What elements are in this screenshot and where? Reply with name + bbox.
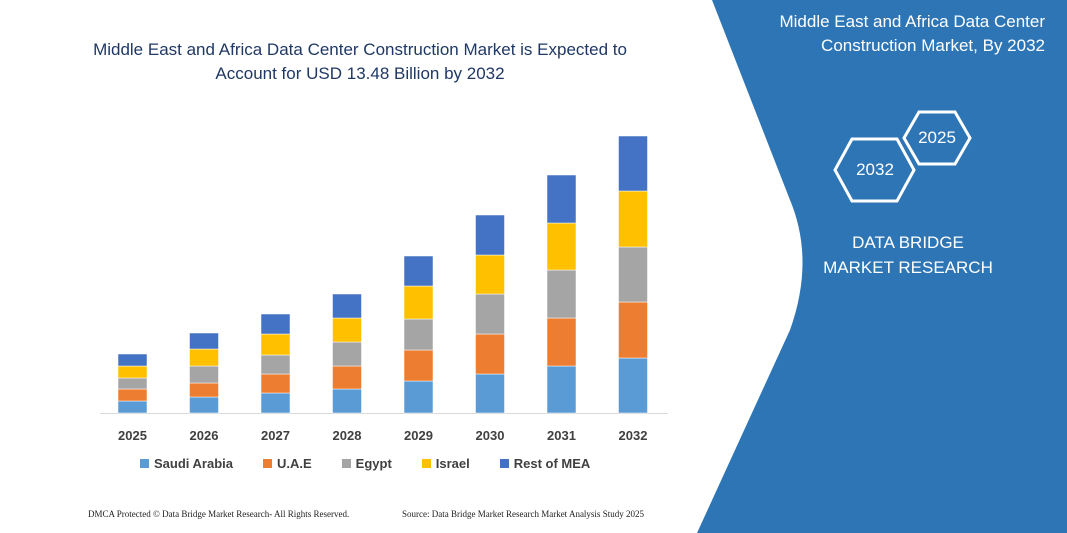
bar-segment-israel-2026 bbox=[189, 348, 219, 367]
bar-segment-u-a-e-2031 bbox=[546, 317, 577, 367]
legend-swatch bbox=[341, 459, 351, 468]
bar-segment-saudi-arabia-2026 bbox=[189, 396, 219, 414]
bar-segment-israel-2032 bbox=[618, 190, 648, 248]
bar-segment-u-a-e-2026 bbox=[189, 382, 219, 398]
bar-segment-israel-2028 bbox=[332, 317, 362, 343]
bar-segment-egypt-2030 bbox=[475, 293, 505, 335]
bar-segment-israel-2029 bbox=[403, 285, 434, 320]
bar-segment-egypt-2028 bbox=[332, 341, 362, 367]
legend-label: Saudi Arabia bbox=[154, 456, 233, 471]
bar-segment-rest-of-mea-2026 bbox=[189, 332, 219, 350]
legend: Saudi Arabia U.A.E Egypt Israel Rest of MEA bbox=[140, 456, 620, 471]
legend-label: Rest of MEA bbox=[513, 456, 591, 471]
legend-swatch bbox=[262, 459, 272, 468]
legend-item: Israel bbox=[421, 456, 470, 471]
legend-label: Egypt bbox=[355, 456, 392, 471]
bar-segment-u-a-e-2032 bbox=[618, 301, 648, 359]
hex-label-2032: 2032 bbox=[856, 160, 894, 179]
bar-segment-saudi-arabia-2030 bbox=[475, 373, 505, 414]
hexagon-2025 bbox=[902, 110, 972, 166]
bar-segment-u-a-e-2028 bbox=[332, 365, 362, 390]
brand-name: DATA BRIDGE MARKET RESEARCH bbox=[823, 233, 993, 277]
bar-segment-egypt-2029 bbox=[403, 318, 434, 351]
bar-segment-rest-of-mea-2031 bbox=[546, 174, 577, 224]
x-tick-label: 2025 bbox=[118, 428, 147, 443]
stacked-bar-chart: 2025 2026 2027 2028 2029 2030 2031 2032 bbox=[100, 135, 668, 443]
x-tick-label: 2031 bbox=[547, 428, 576, 443]
legend-label: U.A.E bbox=[276, 456, 312, 471]
bar-segment-rest-of-mea-2029 bbox=[403, 255, 434, 287]
legend-swatch bbox=[421, 459, 431, 468]
bar-segment-saudi-arabia-2028 bbox=[332, 388, 362, 414]
bar-segment-israel-2030 bbox=[475, 254, 505, 295]
bar-segment-egypt-2025 bbox=[117, 377, 148, 390]
bar-segment-saudi-arabia-2025 bbox=[117, 400, 148, 414]
page-title: Middle East and Africa Data Center Const… bbox=[93, 40, 627, 83]
hexagon-2032 bbox=[833, 137, 916, 203]
bar-segment-rest-of-mea-2027 bbox=[260, 313, 291, 335]
x-tick-label: 2027 bbox=[261, 428, 290, 443]
x-tick-label: 2026 bbox=[190, 428, 219, 443]
x-tick-label: 2029 bbox=[404, 428, 433, 443]
x-tick-label: 2032 bbox=[619, 428, 648, 443]
footer-copyright: DMCA Protected © Data Bridge Market Rese… bbox=[88, 509, 350, 519]
bar-segment-egypt-2026 bbox=[189, 365, 219, 384]
bar-segment-saudi-arabia-2029 bbox=[403, 380, 434, 414]
x-tick-label: 2028 bbox=[333, 428, 362, 443]
blue-panel bbox=[697, 0, 1067, 533]
panel-title: Middle East and Africa Data Center Const… bbox=[779, 12, 1045, 55]
legend-item: U.A.E bbox=[262, 456, 312, 471]
footer-source: Source: Data Bridge Market Research Mark… bbox=[402, 509, 644, 519]
bar-segment-u-a-e-2025 bbox=[117, 388, 148, 402]
bar-segment-saudi-arabia-2031 bbox=[546, 365, 577, 414]
hex-label-2025: 2025 bbox=[918, 128, 956, 147]
legend-item: Egypt bbox=[341, 456, 392, 471]
bar-segment-u-a-e-2030 bbox=[475, 333, 505, 375]
legend-swatch bbox=[140, 459, 149, 468]
bar-segment-egypt-2032 bbox=[618, 246, 648, 303]
legend-label: Israel bbox=[435, 456, 470, 471]
legend-swatch bbox=[499, 459, 509, 468]
legend-item: Rest of MEA bbox=[499, 456, 591, 471]
x-tick-label: 2030 bbox=[476, 428, 505, 443]
bar-segment-saudi-arabia-2027 bbox=[260, 392, 291, 414]
legend-item: Saudi Arabia bbox=[140, 456, 233, 471]
bar-segment-u-a-e-2029 bbox=[403, 349, 434, 382]
bar-segment-rest-of-mea-2025 bbox=[117, 353, 148, 367]
bar-segment-saudi-arabia-2032 bbox=[618, 357, 648, 414]
bar-segment-egypt-2031 bbox=[546, 269, 577, 319]
bar-segment-u-a-e-2027 bbox=[260, 373, 291, 394]
bar-segment-rest-of-mea-2028 bbox=[332, 293, 362, 319]
bar-segment-rest-of-mea-2030 bbox=[475, 214, 505, 256]
bar-segment-egypt-2027 bbox=[260, 354, 291, 375]
bar-segment-israel-2025 bbox=[117, 365, 148, 379]
bar-segment-israel-2027 bbox=[260, 333, 291, 356]
bar-segment-israel-2031 bbox=[546, 222, 577, 271]
bar-segment-rest-of-mea-2032 bbox=[618, 135, 648, 192]
